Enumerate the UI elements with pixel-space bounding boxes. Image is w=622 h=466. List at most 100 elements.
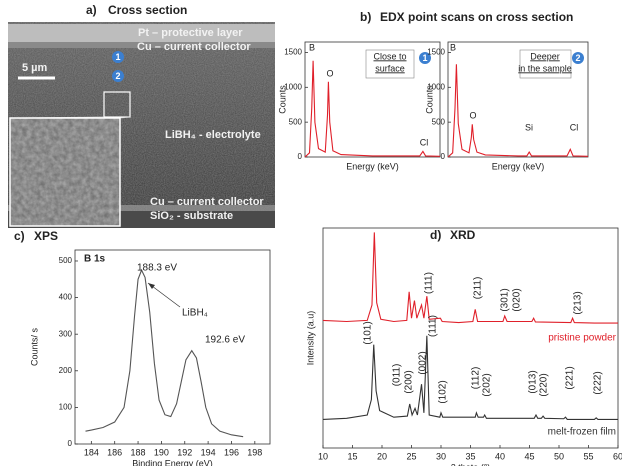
x-tick-label: 194 xyxy=(201,447,216,457)
panel-title: XPS xyxy=(34,229,58,243)
peak-label: (211) xyxy=(473,277,484,300)
peak-label: (200) xyxy=(404,370,415,393)
peak-label: (220) xyxy=(539,373,550,396)
y-tick-label: 0 xyxy=(68,439,73,448)
annotation: 188.3 eV xyxy=(137,263,177,274)
x-tick-label: 55 xyxy=(583,451,593,461)
x-tick-label: 192 xyxy=(177,447,192,457)
y-tick-label: 300 xyxy=(59,329,73,338)
point-marker: 2 xyxy=(575,53,580,63)
x-axis-label: Energy (keV) xyxy=(492,161,545,171)
annotation: Cl xyxy=(420,137,429,147)
y-tick-label: 100 xyxy=(59,403,73,412)
plot-frame xyxy=(74,249,271,445)
peak-label: (213) xyxy=(573,291,584,314)
x-tick-label: 35 xyxy=(465,451,475,461)
x-tick-label: 20 xyxy=(377,451,387,461)
y-tick-label: 500 xyxy=(432,117,446,126)
y-axis-label: Counts xyxy=(277,85,287,114)
y-tick-label: 500 xyxy=(289,117,303,126)
peak-label: (222) xyxy=(593,371,604,394)
peak-label: (002) xyxy=(418,351,429,374)
peak-label: (111) xyxy=(424,272,435,294)
x-tick-label: 198 xyxy=(247,447,262,457)
sem-labels: Pt – protective layer Cu – current colle… xyxy=(22,27,264,222)
box-note: Deeper xyxy=(530,51,560,61)
peak-label: (112) xyxy=(471,367,482,390)
panel-title: Cross section xyxy=(108,3,187,17)
y-tick-label: 1000 xyxy=(427,82,445,91)
edx-markers: 1 2 xyxy=(365,49,584,79)
x-axis-label: Energy (keV) xyxy=(346,161,399,171)
y-tick-label: 200 xyxy=(59,366,73,375)
sem-image xyxy=(8,22,275,228)
y-tick-label: 400 xyxy=(59,293,73,302)
box-note: Close to xyxy=(373,51,406,61)
panel-label: c) xyxy=(14,229,25,243)
panel-title: XRD xyxy=(450,228,476,242)
peak-label: (013) xyxy=(528,370,539,393)
peak-label: (102) xyxy=(438,380,449,403)
peak-label: (202) xyxy=(482,373,493,396)
x-tick-label: 186 xyxy=(107,447,122,457)
x-tick-label: 50 xyxy=(554,451,564,461)
x-tick-label: 15 xyxy=(347,451,357,461)
panel-title: EDX point scans on cross section xyxy=(380,10,573,24)
data-line xyxy=(322,335,618,420)
x-tick-label: 190 xyxy=(154,447,169,457)
x-tick-label: 184 xyxy=(84,447,99,457)
plot-frame xyxy=(304,41,441,158)
x-axis-label: Binding Energy (eV) xyxy=(132,458,213,466)
data-line xyxy=(447,64,589,158)
peak-label: (111) xyxy=(428,315,439,337)
panel-titles: a) Cross section b) EDX point scans on c… xyxy=(14,3,573,243)
peak-label: (101) xyxy=(363,321,374,344)
series-label: pristine powder xyxy=(548,333,616,344)
y-tick-label: 500 xyxy=(59,256,73,265)
y-tick-label: 1000 xyxy=(284,82,302,91)
x-tick-label: 25 xyxy=(406,451,416,461)
box-note: in the sample xyxy=(518,63,572,73)
peak-label: (221) xyxy=(565,366,576,389)
annotation: LiBH₄ xyxy=(182,308,208,319)
sem-label: Pt – protective layer xyxy=(138,27,243,39)
data-line xyxy=(304,60,441,158)
box-note: surface xyxy=(375,63,405,73)
peak-label: (020) xyxy=(512,288,523,311)
x-tick-label: 10 xyxy=(318,451,328,461)
annotation: B xyxy=(450,42,456,52)
x-tick-label: 188 xyxy=(131,447,146,457)
annotation: 192.6 eV xyxy=(205,335,245,346)
x-tick-label: 40 xyxy=(495,451,505,461)
panel-label: a) xyxy=(86,3,97,17)
annotation: B 1s xyxy=(84,254,106,265)
peak-label: (301) xyxy=(500,288,511,311)
annotation: Cl xyxy=(570,122,579,132)
annotation: O xyxy=(326,68,333,78)
point-marker: 1 xyxy=(422,53,427,63)
x-axis-label: 2 theta (°) xyxy=(451,462,491,466)
x-tick-label: 30 xyxy=(436,451,446,461)
y-tick-label: 1500 xyxy=(427,48,445,57)
y-tick-label: 0 xyxy=(441,152,446,161)
data-line xyxy=(85,268,244,438)
annotation: B xyxy=(309,42,315,52)
x-tick-label: 45 xyxy=(524,451,534,461)
y-axis-label: Counts xyxy=(424,85,434,114)
y-axis-label: Counts/ s xyxy=(29,327,39,366)
data-line xyxy=(322,232,618,324)
sem-label: Cu – current collector xyxy=(137,41,251,53)
panel-label: b) xyxy=(360,10,371,24)
annotation: Si xyxy=(525,122,533,132)
series-label: melt-frozen film xyxy=(548,427,616,438)
y-tick-label: 0 xyxy=(298,152,303,161)
sem-label: SiO₂ - substrate xyxy=(150,210,233,222)
annotation: O xyxy=(469,110,476,120)
point-marker: 2 xyxy=(115,71,120,81)
y-axis-label: Intensity (a.u) xyxy=(305,311,315,366)
peak-label: (011) xyxy=(392,364,403,387)
arrow-head xyxy=(148,283,155,289)
sem-label: LiBH₄ - electrolyte xyxy=(165,129,261,141)
point-marker: 1 xyxy=(115,52,120,62)
